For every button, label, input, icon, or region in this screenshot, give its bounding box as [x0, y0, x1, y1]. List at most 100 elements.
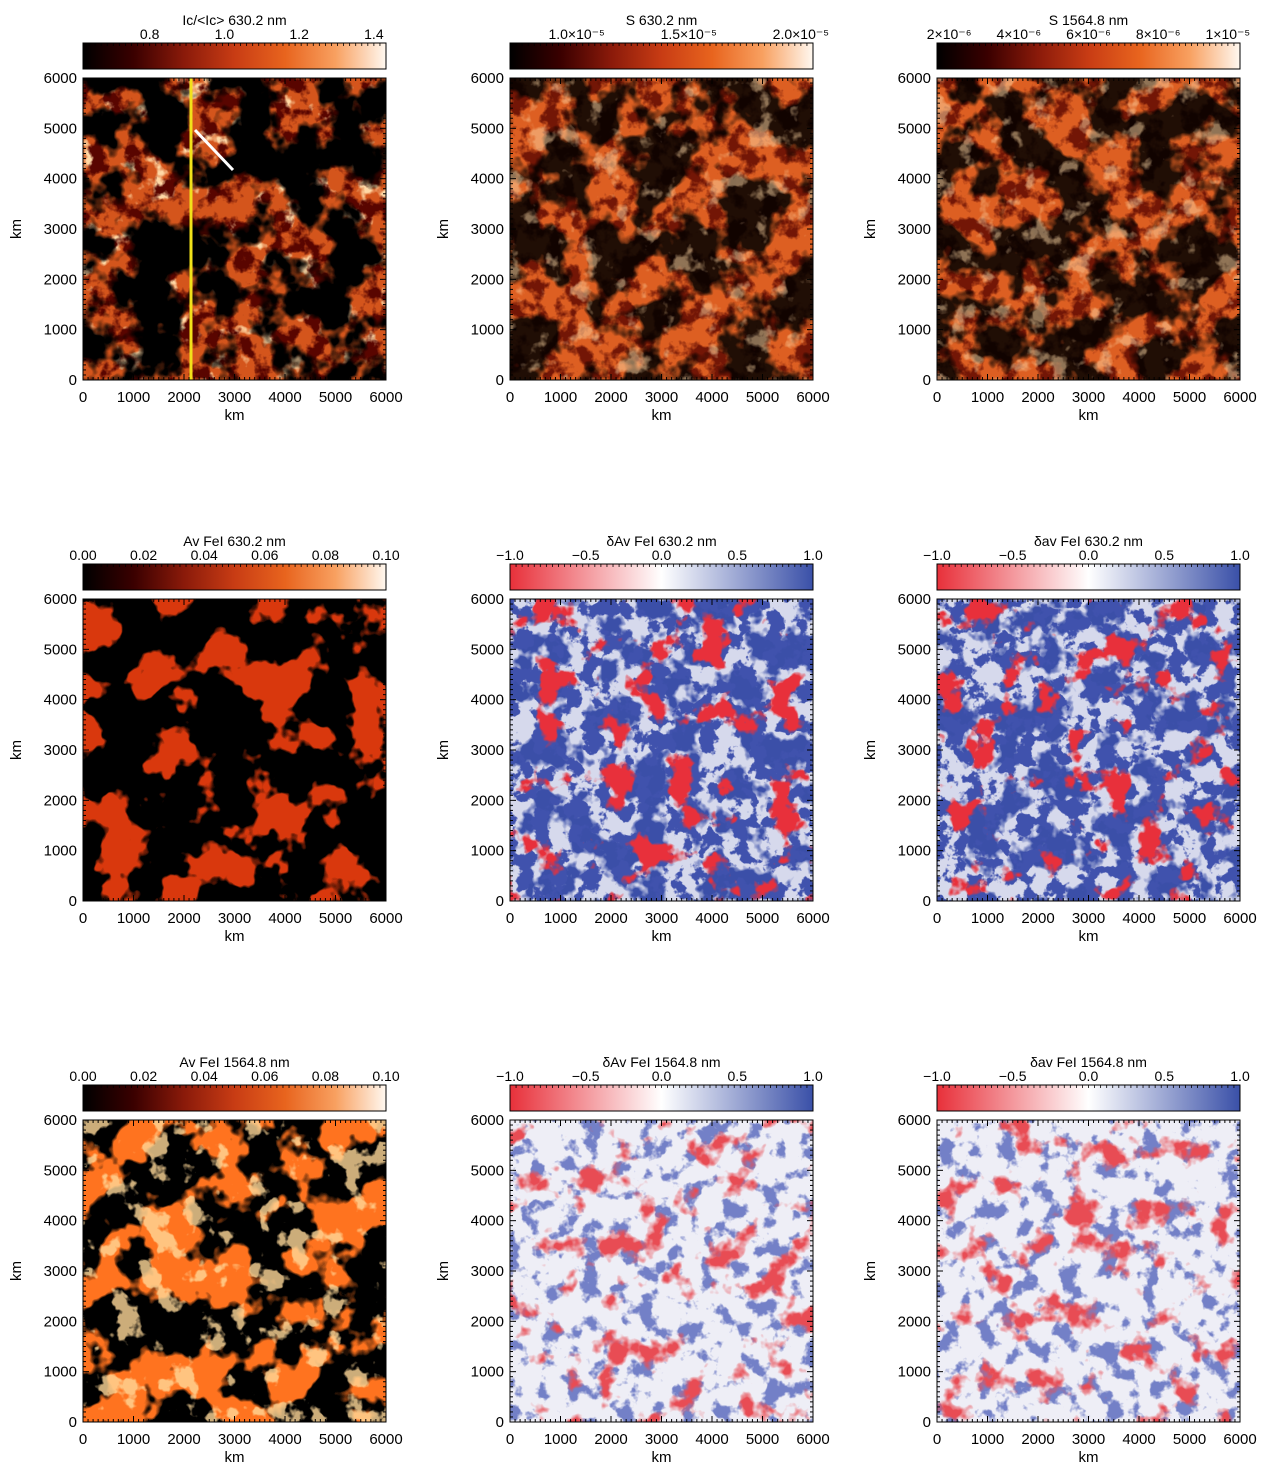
x-tick-label: 2000	[1021, 389, 1054, 406]
y-tick-label: 0	[496, 893, 504, 910]
axis-ticks	[509, 77, 814, 381]
y-tick-label: 3000	[898, 742, 931, 759]
x-tick-label: 3000	[218, 1431, 251, 1448]
y-tick-label: 0	[923, 1414, 931, 1431]
x-tick-label: 1000	[971, 389, 1004, 406]
y-tick-label: 4000	[44, 692, 77, 709]
x-tick-label: 5000	[319, 910, 352, 927]
colorbar-tick-label: 0.04	[191, 1068, 218, 1084]
x-axis-label: km	[225, 407, 245, 424]
colorbar-tick-label: 1.0	[803, 547, 823, 563]
colorbar-tick-label: 2.0×10⁻⁵	[773, 26, 829, 42]
y-tick-label: 3000	[471, 1263, 504, 1280]
colorbar-tick-label: 0.02	[130, 1068, 157, 1084]
x-tick-label: 4000	[695, 389, 728, 406]
colorbar	[936, 563, 1241, 591]
colorbar-tick-label: 0.02	[130, 547, 157, 563]
colorbar-tick-label: 0.5	[1155, 1068, 1175, 1084]
x-tick-label: 2000	[167, 910, 200, 927]
x-tick-label: 0	[79, 389, 87, 406]
y-tick-label: 6000	[471, 1112, 504, 1129]
y-axis-label: km	[862, 219, 879, 239]
x-tick-label: 4000	[268, 1431, 301, 1448]
y-tick-label: 2000	[471, 1313, 504, 1330]
y-tick-label: 4000	[898, 171, 931, 188]
colorbar-tick-label: 0.08	[312, 547, 339, 563]
colorbar	[936, 42, 1241, 70]
colorbar-tick-label: 0.00	[69, 1068, 96, 1084]
x-tick-label: 6000	[1223, 910, 1256, 927]
axis-ticks	[936, 77, 1241, 381]
x-tick-label: 4000	[268, 389, 301, 406]
y-tick-label: 3000	[898, 221, 931, 238]
x-tick-label: 1000	[544, 1431, 577, 1448]
x-tick-label: 3000	[645, 389, 678, 406]
x-tick-label: 0	[506, 389, 514, 406]
x-axis-label: km	[652, 1449, 672, 1466]
y-tick-label: 5000	[471, 641, 504, 658]
colorbar-title: Ic/<Ic> 630.2 nm	[182, 12, 286, 28]
y-tick-label: 2000	[471, 792, 504, 809]
colorbar-tick-label: 1.4	[364, 26, 384, 42]
x-tick-label: 6000	[369, 1431, 402, 1448]
x-tick-label: 3000	[1072, 910, 1105, 927]
colorbar-tick-label: −1.0	[923, 547, 951, 563]
x-tick-label: 2000	[594, 910, 627, 927]
y-axis-label: km	[8, 740, 25, 760]
y-tick-label: 1000	[44, 322, 77, 339]
colorbar-tick-label: 0.0	[652, 547, 672, 563]
colorbar-tick-label: −0.5	[572, 1068, 600, 1084]
colorbar-tick-label: 0.06	[251, 547, 278, 563]
y-tick-label: 5000	[898, 1162, 931, 1179]
colorbar-title: Av FeI 1564.8 nm	[179, 1054, 289, 1070]
y-tick-label: 4000	[471, 692, 504, 709]
axis-ticks	[82, 598, 387, 902]
y-tick-label: 2000	[44, 271, 77, 288]
x-tick-label: 1000	[971, 910, 1004, 927]
x-tick-label: 1000	[544, 910, 577, 927]
y-tick-label: 0	[496, 372, 504, 389]
x-tick-label: 5000	[746, 389, 779, 406]
y-tick-label: 1000	[898, 1364, 931, 1381]
x-axis-label: km	[652, 928, 672, 945]
image-data	[83, 1120, 386, 1422]
colorbar-tick-label: 1.5×10⁻⁵	[661, 26, 717, 42]
x-tick-label: 2000	[167, 389, 200, 406]
axis-ticks	[936, 1119, 1241, 1423]
x-tick-label: 5000	[746, 1431, 779, 1448]
x-tick-label: 0	[79, 910, 87, 927]
y-tick-label: 2000	[44, 1313, 77, 1330]
image-data	[510, 78, 813, 380]
colorbar-tick-label: 0.5	[728, 547, 748, 563]
y-tick-label: 2000	[898, 1313, 931, 1330]
colorbar-tick-label: 6×10⁻⁶	[1066, 26, 1111, 42]
colorbar-tick-label: 1.0	[1230, 547, 1250, 563]
x-axis-label: km	[225, 928, 245, 945]
colorbar	[509, 42, 814, 70]
y-tick-label: 2000	[44, 792, 77, 809]
x-axis-label: km	[225, 1449, 245, 1466]
x-tick-label: 3000	[1072, 389, 1105, 406]
x-tick-label: 5000	[319, 1431, 352, 1448]
colorbar-tick-label: 0.06	[251, 1068, 278, 1084]
colorbar-tick-label: −1.0	[923, 1068, 951, 1084]
y-tick-label: 6000	[471, 70, 504, 87]
y-axis-label: km	[8, 219, 25, 239]
image-data	[510, 1120, 813, 1422]
x-tick-label: 6000	[1223, 1431, 1256, 1448]
colorbar-tick-label: 0.04	[191, 547, 218, 563]
x-tick-label: 2000	[1021, 910, 1054, 927]
panel-av-1564: 0.00 0.02 0.04 0.06 0.08 0.10 Av FeI 1564.8 nm…	[8, 1054, 403, 1466]
y-tick-label: 5000	[898, 641, 931, 658]
panel-ic-630: 0.8 1.0 1.2 1.4 Ic/<Ic> 630.2 nm 00 1000 1000 20…	[8, 12, 403, 424]
y-tick-label: 1000	[44, 1364, 77, 1381]
y-axis-label: km	[862, 740, 879, 760]
y-tick-label: 6000	[898, 1112, 931, 1129]
x-tick-label: 5000	[1173, 910, 1206, 927]
colorbar-tick-label: −1.0	[496, 547, 524, 563]
y-tick-label: 1000	[471, 1364, 504, 1381]
y-tick-label: 6000	[898, 591, 931, 608]
x-tick-label: 3000	[218, 389, 251, 406]
colorbar-title: δAv FeI 1564.8 nm	[602, 1054, 720, 1070]
